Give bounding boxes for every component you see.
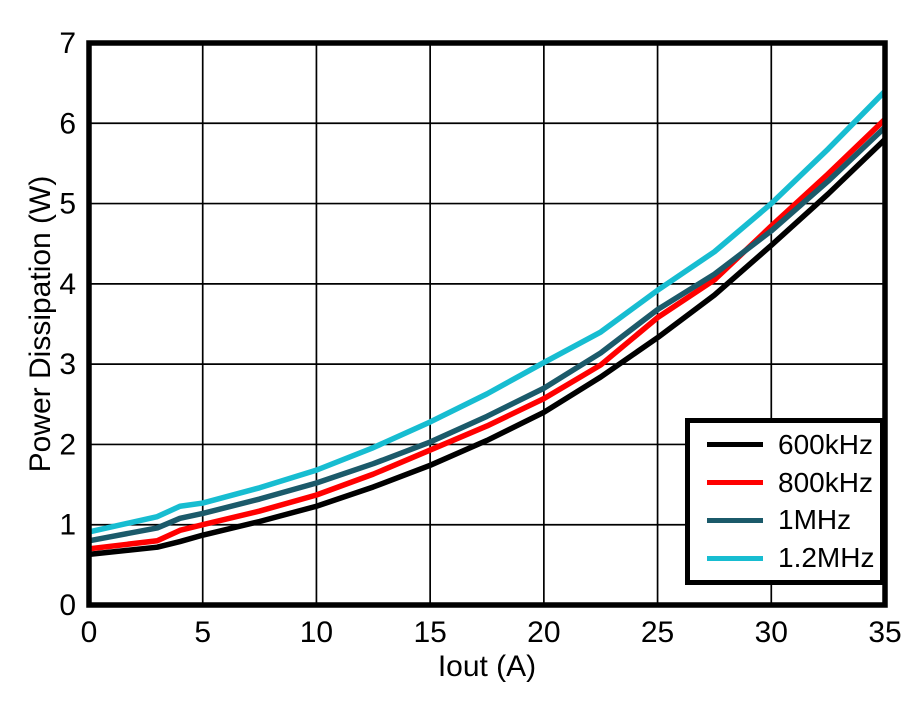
legend-item: 1MHz (707, 504, 880, 536)
x-tick-label: 25 (641, 616, 674, 649)
legend-line-swatch (707, 555, 763, 561)
y-tick-label: 1 (59, 509, 76, 542)
x-tick-label: 30 (755, 616, 788, 649)
y-tick-label: 2 (59, 428, 76, 461)
x-tick-label: 0 (81, 616, 98, 649)
y-tick-label: 6 (59, 107, 76, 140)
y-axis-title: Power Dissipation (W) (24, 175, 57, 473)
series-line-1.2MHz (88, 89, 887, 535)
legend-line-swatch (707, 480, 763, 486)
legend-label: 1MHz (778, 504, 852, 536)
x-tick-label: 5 (194, 616, 211, 649)
x-tick-label: 15 (413, 616, 446, 649)
y-tick-label: 7 (59, 27, 76, 60)
x-axis-tick-labels: 0 5 10 15 20 25 30 35 (81, 616, 902, 649)
series-line-1MHz (88, 125, 887, 544)
legend-line-swatch (707, 442, 763, 448)
legend-item: 1.2MHz (707, 542, 880, 574)
x-tick-label: 35 (868, 616, 901, 649)
y-tick-label: 4 (59, 268, 76, 301)
legend-item: 800kHz (707, 467, 880, 499)
y-axis-tick-labels: 0 1 2 3 4 5 6 7 (59, 27, 76, 622)
legend-item: 600kHz (707, 429, 880, 461)
y-tick-label: 3 (59, 348, 76, 381)
gridlines (88, 42, 886, 606)
y-tick-label: 0 (59, 589, 76, 622)
x-tick-label: 20 (527, 616, 560, 649)
legend-line-swatch (707, 517, 763, 523)
legend-label: 800kHz (778, 466, 873, 498)
y-tick-label: 5 (59, 188, 76, 221)
x-axis-title: Iout (A) (437, 650, 537, 683)
x-tick-label: 10 (300, 616, 333, 649)
legend: 600kHz 800kHz 1MHz 1.2MHz (685, 418, 885, 585)
legend-label: 1.2MHz (778, 542, 875, 574)
plot-border (86, 40, 888, 608)
series-line-600kHz (88, 137, 887, 558)
legend-label: 600kHz (778, 428, 873, 460)
data-series (88, 89, 887, 558)
